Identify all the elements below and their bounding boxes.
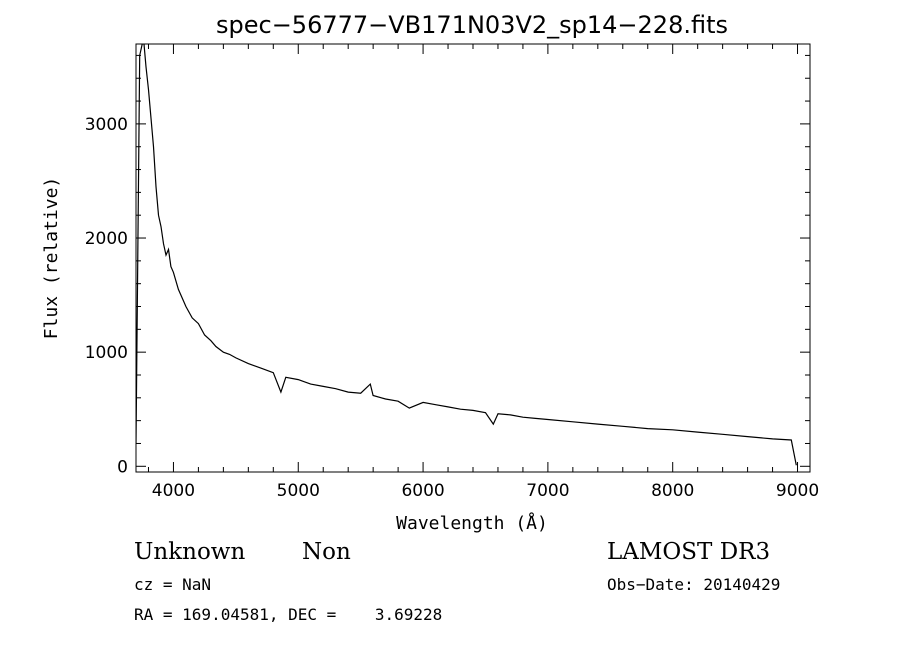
y-tick-label: 1000 — [85, 343, 128, 363]
spectrum-line — [136, 44, 797, 466]
observation-date: Obs−Date: 20140429 — [607, 575, 780, 594]
y-tick-label: 3000 — [85, 115, 128, 135]
y-tick-label: 2000 — [85, 229, 128, 249]
x-tick-label: 4000 — [152, 481, 195, 501]
x-tick-label: 9000 — [776, 481, 819, 501]
x-tick-label: 8000 — [651, 481, 694, 501]
axis-tick-labels: 4000 5000 6000 7000 8000 9000 0 1000 2000 3000 — [85, 115, 819, 501]
x-tick-label: 6000 — [401, 481, 444, 501]
x-tick-label: 5000 — [277, 481, 320, 501]
y-tick-label: 0 — [117, 457, 128, 477]
axis-ticks — [136, 44, 810, 472]
object-subclass: Non — [302, 539, 351, 565]
chart-title: spec−56777−VB171N03V2_sp14−228.fits — [216, 11, 728, 39]
survey-name: LAMOST DR3 — [607, 539, 770, 565]
coordinates: RA = 169.04581, DEC = 3.69228 — [134, 605, 442, 624]
object-class: Unknown — [134, 539, 245, 565]
plot-frame — [135, 43, 811, 473]
x-tick-label: 7000 — [526, 481, 569, 501]
y-axis-label: Flux (relative) — [41, 177, 62, 340]
x-axis-label: Wavelength (Å) — [396, 512, 548, 534]
redshift-cz: cz = NaN — [134, 575, 211, 594]
